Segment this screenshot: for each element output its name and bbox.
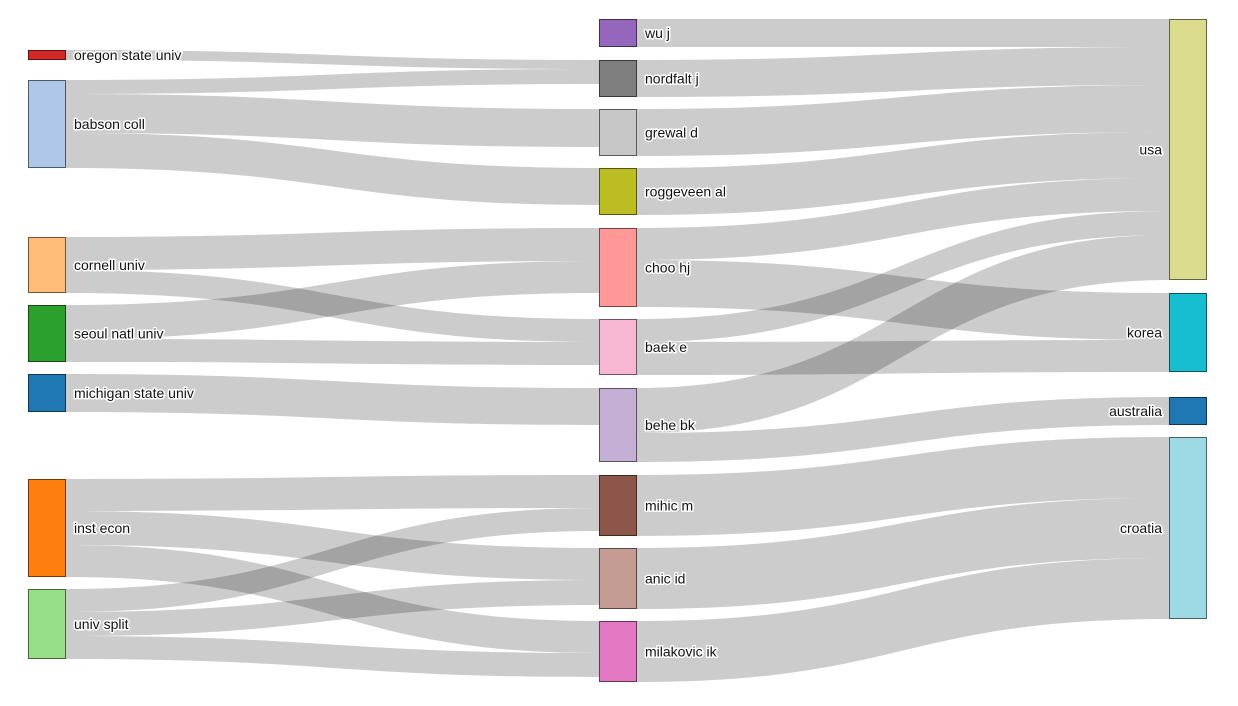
link-seoul-natl-univ-to-choo-hj[interactable] [66,261,599,339]
node-rect[interactable] [28,305,66,362]
node-rect[interactable] [599,548,637,609]
node-rect[interactable] [28,479,66,577]
node-label: grewal d [645,124,698,140]
nodes-layer: oregon state univ babson coll cornell univ… [28,19,1207,682]
link-mihic-m-to-croatia[interactable] [637,437,1169,536]
node-behe-bk[interactable]: behe bk [599,388,697,462]
link-baek-e-to-usa[interactable] [637,211,1169,342]
node-rect[interactable] [28,237,66,293]
node-label: mihic m [645,497,693,513]
node-univ-split[interactable]: univ split [28,589,130,659]
node-roggeveen-al[interactable]: roggeveen al [599,168,727,215]
node-label: univ split [74,616,129,632]
node-rect[interactable] [1169,397,1207,425]
node-usa[interactable]: usa [1138,19,1207,280]
node-croatia[interactable]: croatia [1118,437,1207,619]
node-label: seoul natl univ [74,325,164,341]
node-grewal-d[interactable]: grewal d [599,109,699,156]
node-rect[interactable] [28,50,66,60]
node-label: cornell univ [74,257,145,273]
link-behe-bk-to-usa[interactable] [637,235,1169,433]
node-inst-econ[interactable]: inst econ [28,479,132,577]
link-choo-hj-to-korea[interactable] [637,260,1169,340]
link-choo-hj-to-usa[interactable] [637,178,1169,260]
node-australia[interactable]: australia [1108,397,1207,425]
node-anic-id[interactable]: anic id [599,548,687,609]
link-behe-bk-to-australia[interactable] [637,397,1169,462]
node-rect[interactable] [599,388,637,462]
links-layer [66,19,1169,682]
link-roggeveen-al-to-usa[interactable] [637,132,1169,215]
node-milakovic-ik[interactable]: milakovic ik [599,621,719,682]
link-michigan-state-univ-to-behe-bk[interactable] [66,374,599,425]
link-babson-coll-to-grewal-d[interactable] [66,94,599,147]
link-anic-id-to-croatia[interactable] [637,498,1169,609]
node-label: babson coll [74,116,145,132]
node-label: oregon state univ [74,47,181,63]
node-babson-coll[interactable]: babson coll [28,80,146,168]
link-inst-econ-to-milakovic-ik[interactable] [66,545,599,653]
node-rect[interactable] [28,589,66,659]
node-rect[interactable] [28,374,66,412]
node-label: michigan state univ [74,385,194,401]
node-oregon-state-univ[interactable]: oregon state univ [28,45,183,64]
node-label: nordfalt j [645,70,699,86]
node-rect[interactable] [599,228,637,307]
node-label: korea [1127,324,1162,340]
link-univ-split-to-mihic-m[interactable] [66,508,599,612]
node-rect[interactable] [599,109,637,156]
node-rect[interactable] [1169,19,1207,280]
node-choo-hj[interactable]: choo hj [599,228,692,307]
link-wu-j-to-usa[interactable] [637,19,1169,47]
node-label: baek e [645,339,687,355]
node-rect[interactable] [1169,437,1207,619]
node-label: wu j [644,25,670,41]
link-oregon-state-univ-to-nordfalt-j[interactable] [66,50,599,69]
node-cornell-univ[interactable]: cornell univ [28,237,146,293]
node-rect[interactable] [28,80,66,168]
node-rect[interactable] [599,60,637,97]
node-rect[interactable] [599,621,637,682]
node-label: inst econ [74,520,130,536]
link-baek-e-to-korea[interactable] [637,340,1169,375]
link-univ-split-to-anic-id[interactable] [66,580,599,636]
link-cornell-univ-to-baek-e[interactable] [66,270,599,342]
node-label: croatia [1120,520,1162,536]
link-babson-coll-to-roggeveen-al[interactable] [66,133,599,205]
link-grewal-d-to-usa[interactable] [637,85,1169,156]
node-label: anic id [645,570,685,586]
node-rect[interactable] [599,475,637,536]
node-mihic-m[interactable]: mihic m [599,475,695,536]
link-inst-econ-to-mihic-m[interactable] [66,475,599,511]
node-label: behe bk [645,417,696,433]
link-cornell-univ-to-choo-hj[interactable] [66,228,599,270]
node-label: choo hj [645,259,690,275]
link-milakovic-ik-to-croatia[interactable] [637,558,1169,682]
link-nordfalt-j-to-usa[interactable] [637,47,1169,97]
node-korea[interactable]: korea [1125,293,1207,372]
node-rect[interactable] [1169,293,1207,372]
node-label: roggeveen al [645,183,726,199]
node-rect[interactable] [599,19,637,47]
link-seoul-natl-univ-to-baek-e[interactable] [66,339,599,365]
node-label: australia [1109,403,1162,419]
node-nordfalt-j[interactable]: nordfalt j [599,60,700,97]
node-label: milakovic ik [645,643,718,659]
node-baek-e[interactable]: baek e [599,319,689,375]
node-rect[interactable] [599,319,637,375]
node-label: usa [1139,141,1162,157]
node-seoul-natl-univ[interactable]: seoul natl univ [28,305,165,362]
link-inst-econ-to-anic-id[interactable] [66,511,599,580]
link-univ-split-to-milakovic-ik[interactable] [66,636,599,677]
node-michigan-state-univ[interactable]: michigan state univ [28,374,195,412]
node-rect[interactable] [599,168,637,215]
link-babson-coll-to-nordfalt-j[interactable] [66,69,599,94]
node-wu-j[interactable]: wu j [599,19,671,47]
